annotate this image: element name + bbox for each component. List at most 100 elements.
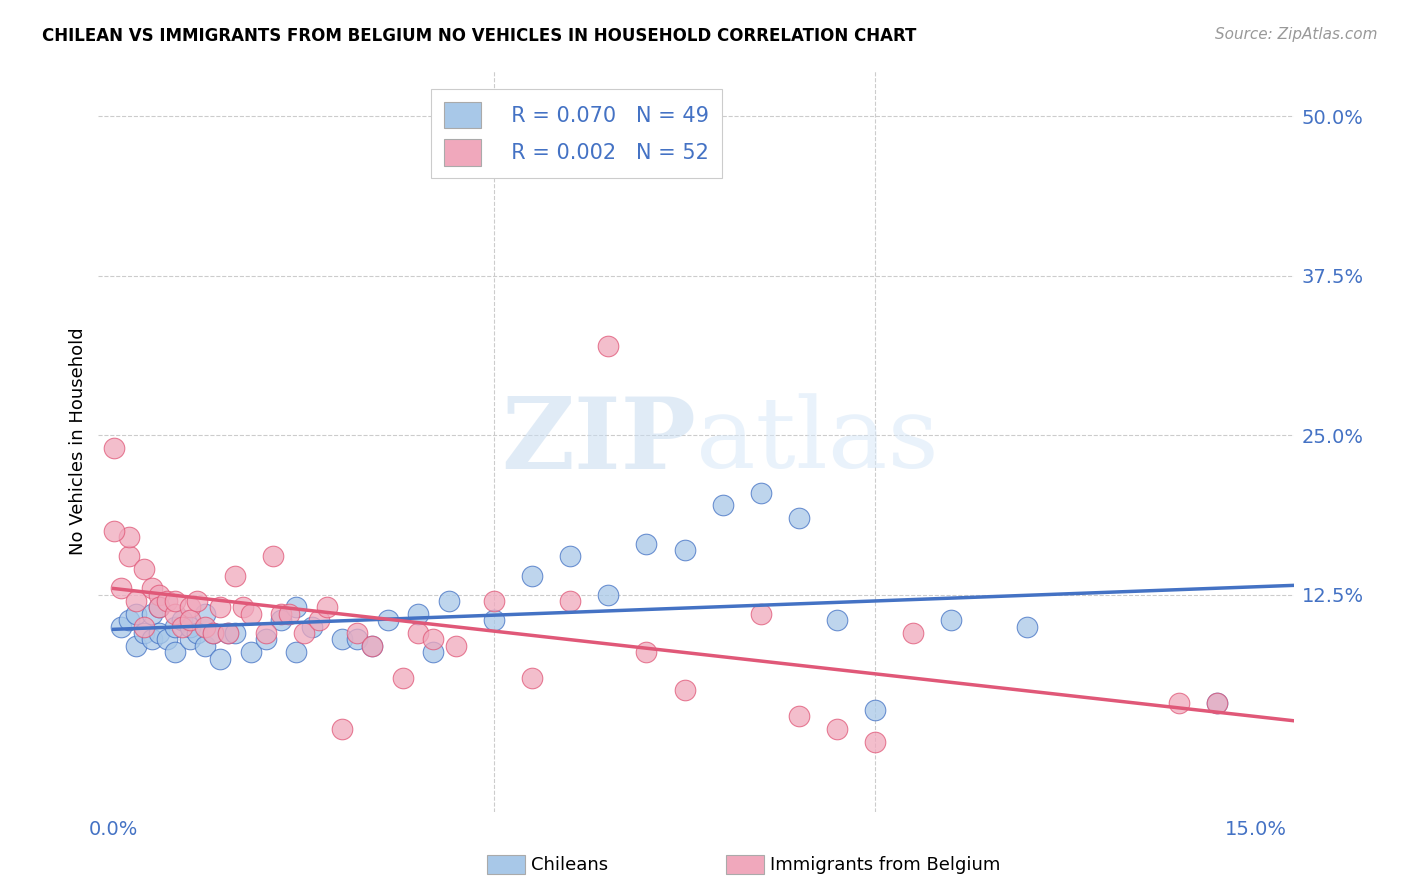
Point xyxy=(163,594,186,608)
Point xyxy=(224,568,246,582)
Point xyxy=(263,549,285,564)
Point xyxy=(186,626,208,640)
Point xyxy=(636,645,658,659)
Point xyxy=(132,620,155,634)
Point xyxy=(825,613,848,627)
Point xyxy=(377,613,399,627)
Point xyxy=(598,588,620,602)
Point xyxy=(939,613,962,627)
Point xyxy=(201,626,224,640)
Point xyxy=(749,607,772,621)
Point xyxy=(141,632,163,647)
Point xyxy=(194,620,217,634)
Point xyxy=(560,549,582,564)
Point xyxy=(148,588,170,602)
Point xyxy=(1206,696,1229,710)
Point xyxy=(239,645,262,659)
Text: CHILEAN VS IMMIGRANTS FROM BELGIUM NO VEHICLES IN HOUSEHOLD CORRELATION CHART: CHILEAN VS IMMIGRANTS FROM BELGIUM NO VE… xyxy=(42,27,917,45)
Point xyxy=(217,626,239,640)
Point xyxy=(285,600,308,615)
Point xyxy=(186,594,208,608)
Point xyxy=(103,441,125,455)
Point xyxy=(1168,696,1191,710)
Text: Source: ZipAtlas.com: Source: ZipAtlas.com xyxy=(1215,27,1378,42)
Point xyxy=(1017,620,1039,634)
Point xyxy=(163,620,186,634)
Point xyxy=(156,632,179,647)
Point xyxy=(787,511,810,525)
Point xyxy=(825,722,848,736)
Point xyxy=(422,645,444,659)
Point xyxy=(156,594,179,608)
Point xyxy=(484,613,506,627)
Point xyxy=(148,600,170,615)
Point xyxy=(209,651,232,665)
Point xyxy=(163,645,186,659)
Point xyxy=(330,722,353,736)
Point xyxy=(406,607,429,621)
Point xyxy=(148,626,170,640)
Point xyxy=(118,613,141,627)
Point xyxy=(179,613,201,627)
Point xyxy=(863,703,886,717)
Text: Immigrants from Belgium: Immigrants from Belgium xyxy=(770,855,1001,873)
Point xyxy=(330,632,353,647)
Point xyxy=(437,594,460,608)
Point xyxy=(254,632,277,647)
Point xyxy=(406,626,429,640)
Point xyxy=(711,499,734,513)
Point xyxy=(361,639,384,653)
Text: Chileans: Chileans xyxy=(531,855,609,873)
Point xyxy=(636,536,658,550)
Point xyxy=(346,632,368,647)
Point xyxy=(172,613,194,627)
Point xyxy=(110,582,132,596)
Point xyxy=(179,620,201,634)
Point xyxy=(292,626,315,640)
Point xyxy=(863,734,886,748)
Point xyxy=(163,607,186,621)
Point xyxy=(232,600,254,615)
Point xyxy=(673,683,696,698)
Text: atlas: atlas xyxy=(696,393,939,490)
Point xyxy=(118,549,141,564)
Point xyxy=(179,632,201,647)
Point xyxy=(224,626,246,640)
Point xyxy=(346,626,368,640)
Point xyxy=(110,620,132,634)
Point xyxy=(270,613,292,627)
Point xyxy=(598,339,620,353)
Y-axis label: No Vehicles in Household: No Vehicles in Household xyxy=(69,327,87,556)
Point xyxy=(125,607,148,621)
Point xyxy=(148,600,170,615)
Point xyxy=(194,607,217,621)
Point xyxy=(132,626,155,640)
Point xyxy=(392,671,415,685)
Point xyxy=(1206,696,1229,710)
Point xyxy=(277,607,299,621)
Point xyxy=(444,639,467,653)
Point xyxy=(239,607,262,621)
Point xyxy=(484,594,506,608)
Point xyxy=(361,639,384,653)
Point xyxy=(254,626,277,640)
Point xyxy=(270,607,292,621)
Point xyxy=(179,600,201,615)
Point xyxy=(315,600,337,615)
Point xyxy=(301,620,323,634)
Point xyxy=(103,524,125,538)
Point xyxy=(787,709,810,723)
Point xyxy=(141,607,163,621)
Point xyxy=(118,530,141,544)
Point xyxy=(201,626,224,640)
Point xyxy=(125,639,148,653)
Point xyxy=(749,485,772,500)
Point xyxy=(172,620,194,634)
Point xyxy=(194,639,217,653)
Point xyxy=(132,562,155,576)
Point xyxy=(522,671,544,685)
Point xyxy=(422,632,444,647)
Bar xyxy=(725,855,763,874)
Bar xyxy=(486,855,524,874)
Point xyxy=(125,594,148,608)
